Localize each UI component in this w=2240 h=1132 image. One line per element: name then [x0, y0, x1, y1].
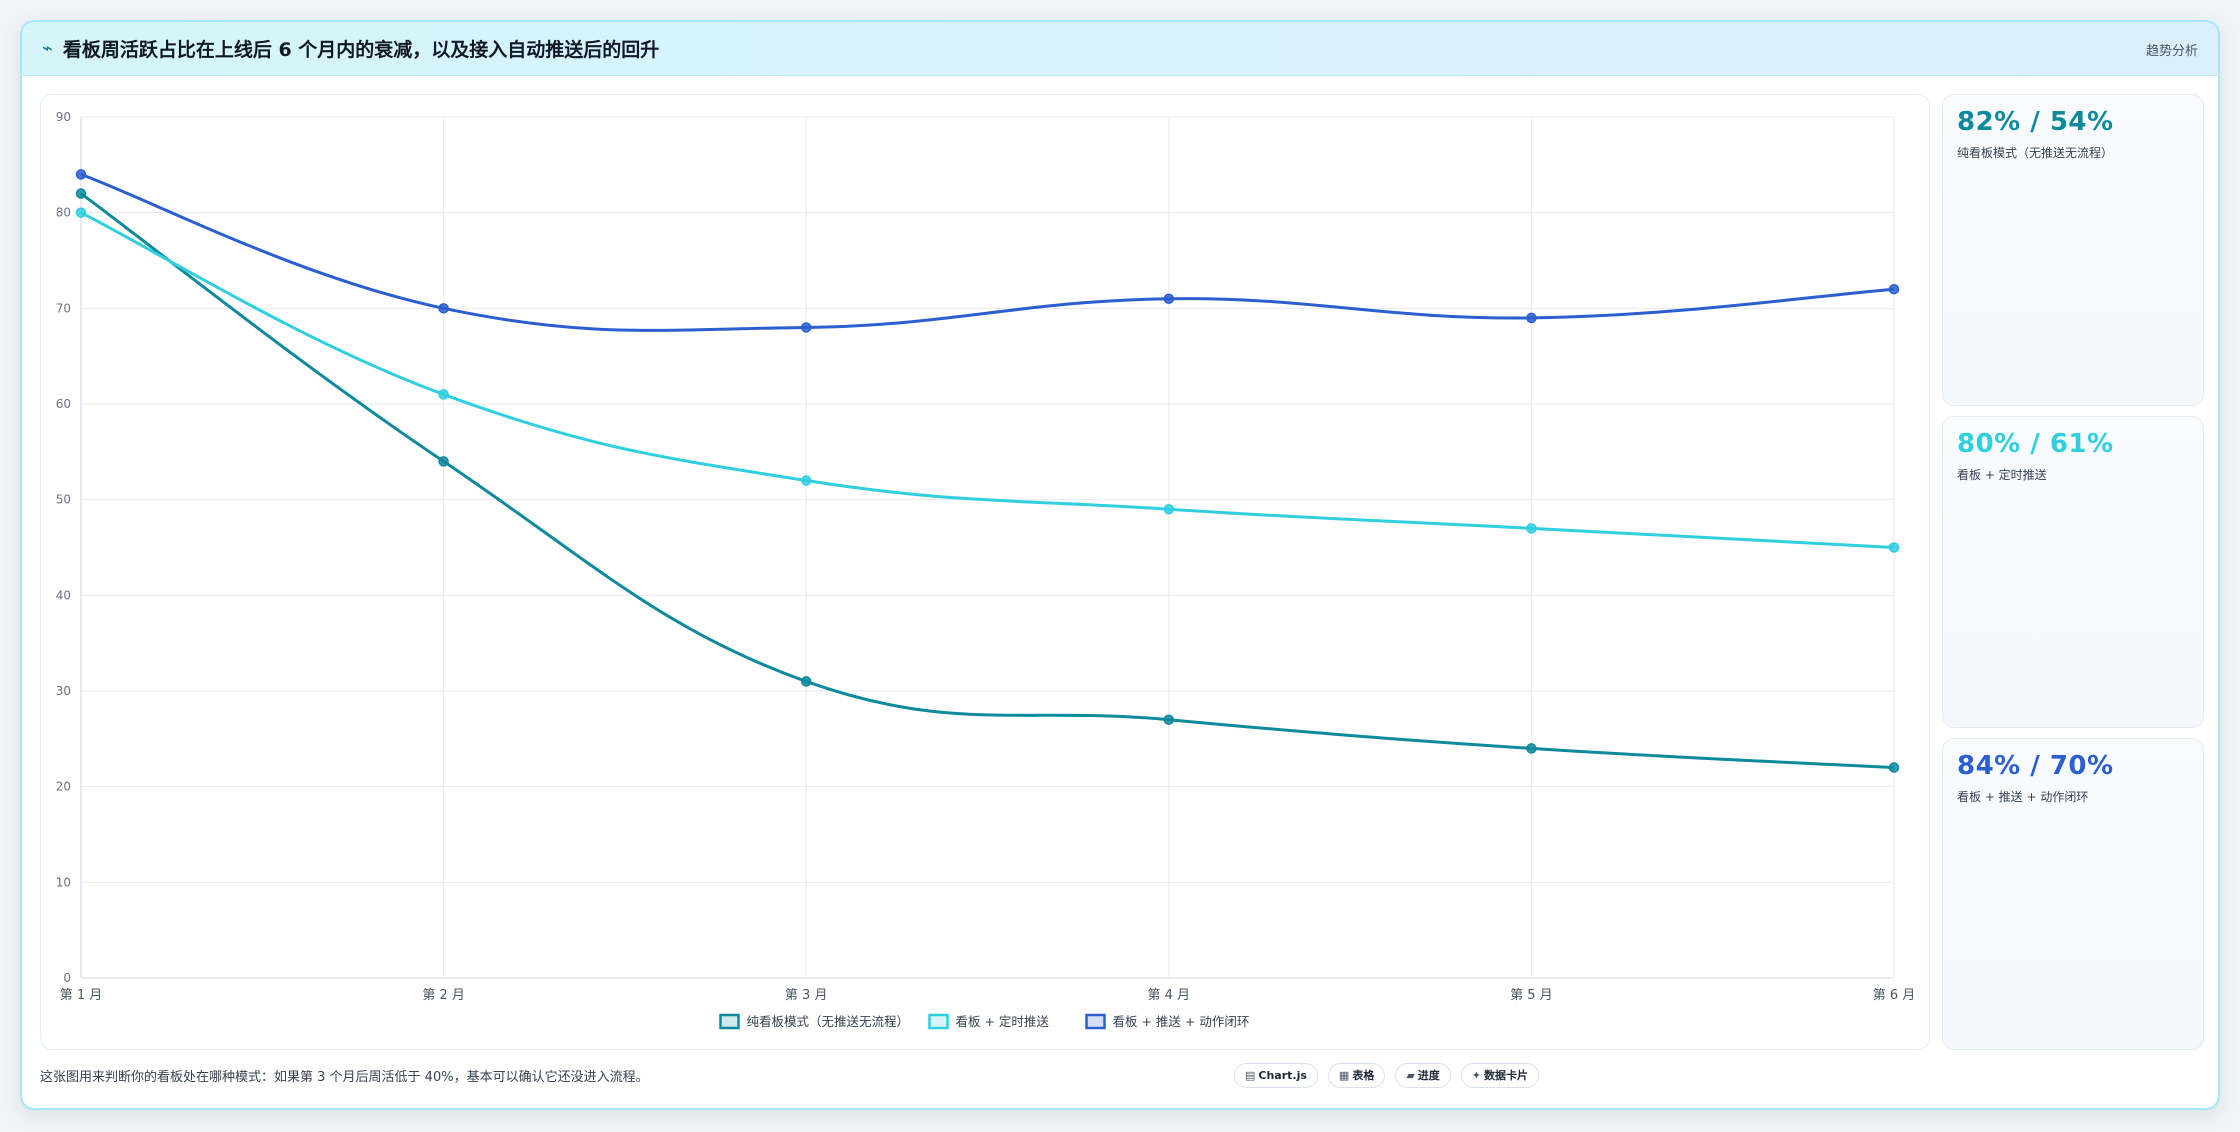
y-tick-label: 90: [56, 110, 71, 124]
data-point: [801, 676, 811, 686]
data-point-ring: [75, 169, 87, 180]
tag-pills: ▤ Chart.js ▦ 表格 ▰ 进度 ✦ 数据卡片: [1234, 1063, 1540, 1088]
card-header: ⌁ 看板周活跃占比在上线后 6 个月内的衰减，以及接入自动推送后的回升 趋势分析: [22, 22, 2218, 76]
legend-swatch: [928, 1013, 949, 1030]
data-point: [1889, 543, 1899, 552]
progress-icon: ▰: [1406, 1069, 1415, 1082]
stat-value: 80% / 61%: [1957, 429, 2114, 459]
data-point-ring: [438, 303, 449, 314]
y-tick-label: 20: [56, 780, 71, 794]
pill-label: Chart.js: [1258, 1069, 1307, 1082]
y-tick-label: 30: [56, 684, 71, 698]
y-tick-label: 10: [56, 875, 71, 889]
x-tick-label: 第 1 月: [60, 988, 103, 1003]
data-point-ring: [800, 475, 812, 486]
y-tick-label: 60: [56, 397, 71, 411]
card-icon: ✦: [1471, 1069, 1482, 1082]
data-point: [1164, 715, 1174, 725]
data-point: [1526, 743, 1536, 753]
data-point-ring: [75, 188, 87, 199]
data-point-ring: [800, 676, 812, 687]
card-tag: 趋势分析: [2145, 44, 2198, 59]
data-point-ring: [1163, 293, 1175, 305]
pill-chartjs[interactable]: ▤ Chart.js: [1234, 1063, 1318, 1088]
data-point-ring: [1163, 503, 1175, 515]
legend-swatch: [719, 1013, 740, 1030]
stat-card-loop: 84% / 70% 看板 + 推送 + 动作闭环: [1942, 738, 2204, 1050]
data-point-ring: [1163, 714, 1175, 725]
y-tick-label: 40: [56, 588, 71, 602]
y-tick-label: 50: [56, 493, 71, 507]
data-point: [439, 456, 449, 466]
data-point-ring: [75, 207, 87, 218]
y-tick-label: 0: [63, 971, 71, 985]
legend-label: 纯看板模式（无推送无流程）: [747, 1014, 910, 1029]
data-point: [1889, 763, 1899, 773]
data-point: [1164, 294, 1174, 304]
data-point-ring: [1526, 312, 1537, 324]
card-title: 看板周活跃占比在上线后 6 个月内的衰减，以及接入自动推送后的回升: [62, 39, 660, 61]
x-tick-label: 第 4 月: [1148, 988, 1191, 1003]
legend-label: 看板 + 定时推送: [956, 1014, 1050, 1029]
stat-label: 看板 + 定时推送: [1957, 468, 2047, 483]
pill-progress[interactable]: ▰ 进度: [1395, 1063, 1451, 1088]
footer-note: 这张图用来判断你的看板处在哪种模式：如果第 3 个月后周活低于 40%，基本可以…: [40, 1070, 649, 1085]
data-point-ring: [1888, 283, 1900, 295]
data-point: [76, 189, 86, 199]
stat-card-push: 80% / 61% 看板 + 定时推送: [1942, 416, 2204, 728]
legend-label: 看板 + 推送 + 动作闭环: [1113, 1014, 1250, 1029]
data-point: [1526, 523, 1536, 533]
data-point: [1889, 284, 1899, 294]
data-point-ring: [438, 389, 449, 400]
data-point-ring: [1526, 523, 1537, 534]
pill-label: 表格: [1352, 1069, 1375, 1082]
table-icon: ▦: [1338, 1069, 1350, 1082]
data-point: [1164, 504, 1174, 514]
data-point: [439, 389, 449, 399]
data-point-ring: [800, 322, 812, 333]
x-tick-label: 第 2 月: [422, 988, 465, 1003]
pill-label: 数据卡片: [1484, 1069, 1529, 1082]
chart-panel: 0 10 20 30 40 50 60 70 80 90 第 1 月 第 2 月 第 3 月 第 4 月 第…: [40, 94, 1930, 1050]
series-line-3: [80, 172, 1895, 332]
data-point-ring: [1888, 762, 1900, 773]
trend-line-icon: ⌁: [42, 37, 53, 59]
data-point: [801, 476, 811, 486]
legend-swatch: [1085, 1013, 1106, 1030]
data-point-ring: [1526, 743, 1537, 754]
x-tick-label: 第 3 月: [785, 988, 828, 1003]
x-tick-label: 第 5 月: [1510, 988, 1553, 1003]
stat-value: 84% / 70%: [1957, 751, 2114, 781]
series-line-2: [80, 211, 1895, 549]
series-line-1: [80, 192, 1895, 770]
line-chart: 0 10 20 30 40 50 60 70 80 90 第 1 月 第 2 月 第 3 月 第 4 月 第…: [56, 110, 1916, 1030]
data-point-ring: [438, 456, 449, 467]
pill-data-card[interactable]: ✦ 数据卡片: [1460, 1063, 1540, 1088]
data-point: [439, 303, 449, 313]
data-point-ring: [1888, 542, 1900, 553]
data-point: [76, 208, 86, 218]
stat-label: 看板 + 推送 + 动作闭环: [1957, 790, 2089, 805]
dashboard-card: ⌁ 看板周活跃占比在上线后 6 个月内的衰减，以及接入自动推送后的回升 趋势分析…: [20, 20, 2220, 1110]
y-tick-label: 70: [56, 301, 71, 315]
stat-value: 82% / 54%: [1957, 107, 2114, 137]
stat-card-plain: 82% / 54% 纯看板模式（无推送无流程）: [1942, 94, 2204, 406]
data-point: [1526, 313, 1536, 323]
data-point: [76, 169, 86, 179]
chart-icon: ▤: [1245, 1069, 1256, 1082]
x-tick-label: 第 6 月: [1873, 988, 1916, 1003]
stat-label: 纯看板模式（无推送无流程）: [1957, 146, 2114, 161]
pill-table[interactable]: ▦ 表格: [1327, 1063, 1386, 1088]
data-point: [801, 322, 811, 332]
y-tick-label: 80: [56, 206, 71, 220]
pill-label: 进度: [1417, 1069, 1440, 1082]
